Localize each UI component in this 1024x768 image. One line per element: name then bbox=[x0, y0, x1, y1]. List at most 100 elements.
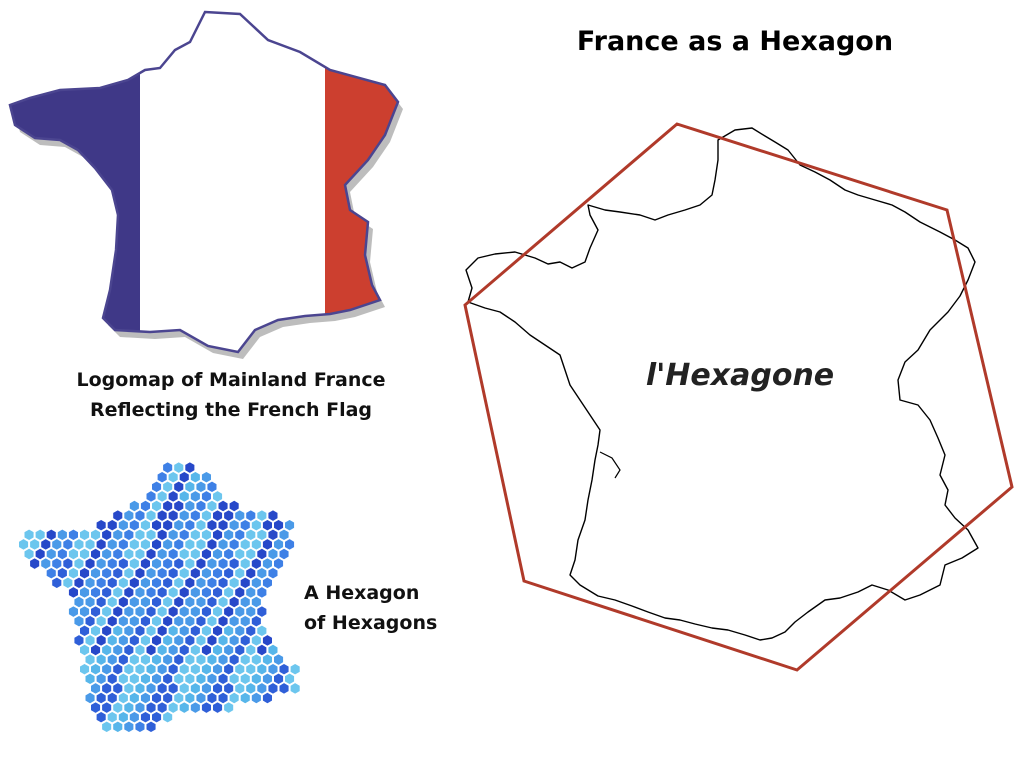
mosaic-hex-cell bbox=[162, 500, 173, 512]
mosaic-hex-cell bbox=[217, 653, 229, 666]
mosaic-hex-cell bbox=[123, 567, 134, 580]
mosaic-hex-cell bbox=[112, 720, 123, 733]
mosaic-hex-cell bbox=[84, 653, 96, 666]
mosaic-hex-cell bbox=[190, 605, 201, 618]
mosaic-hex-cell bbox=[273, 557, 284, 570]
mosaic-hex-cell bbox=[168, 624, 179, 637]
mosaic-hex-cell bbox=[201, 624, 212, 637]
mosaic-hex-cell bbox=[190, 624, 201, 637]
mosaic-hex-cell bbox=[151, 480, 162, 493]
mosaic-hex-cell bbox=[234, 644, 245, 656]
mosaic-hex-cell bbox=[84, 557, 96, 570]
mosaic-hex-cell bbox=[223, 528, 234, 541]
mosaic-hex-cell bbox=[140, 576, 151, 589]
mosaic-hex-cell bbox=[206, 615, 218, 628]
mosaic-hex-cell bbox=[118, 653, 129, 666]
mosaic-hex-cell bbox=[151, 653, 162, 666]
mosaic-hex-cell bbox=[151, 576, 162, 589]
mosaic-hex-cell bbox=[112, 663, 123, 676]
mosaic-hex-cell bbox=[107, 557, 118, 570]
mosaic-hex-cell bbox=[229, 538, 240, 551]
mosaic-hex-cell bbox=[145, 528, 157, 541]
mosaic-hex-cell bbox=[162, 480, 173, 493]
mosaic-hex-cell bbox=[134, 528, 146, 541]
mosaic-hex-cell bbox=[68, 528, 79, 541]
mosaic-hex-cell bbox=[217, 672, 229, 685]
mosaic-hex-cell bbox=[179, 682, 190, 695]
mosaic-hex-cell bbox=[212, 490, 223, 503]
mosaic-hex-cell bbox=[46, 528, 57, 541]
mosaic-hex-cell bbox=[289, 663, 301, 676]
mosaic-hex-cell bbox=[168, 701, 179, 714]
mosaic-hex-cell bbox=[190, 663, 201, 676]
mosaic-hex-cell bbox=[129, 538, 140, 551]
mosaic-hex-cell bbox=[101, 663, 112, 676]
arcachon-inlet bbox=[599, 451, 621, 479]
mosaic-hex-cell bbox=[201, 701, 212, 714]
mosaic-hex-cell bbox=[223, 548, 234, 560]
mosaic-hex-cell bbox=[201, 586, 212, 599]
hexagone-label: l'Hexagone bbox=[645, 358, 835, 393]
mosaic-hex-cell bbox=[251, 692, 262, 704]
mosaic-hex-cell bbox=[256, 567, 268, 580]
mosaic-hex-cell bbox=[134, 605, 146, 618]
mosaic-hex-cell bbox=[90, 624, 101, 637]
hex-caption-line1: A Hexagon bbox=[304, 582, 420, 604]
mosaic-hex-cell bbox=[140, 711, 151, 724]
hex-map-caption: A Hexagon of Hexagons bbox=[304, 578, 484, 638]
mosaic-hex-cell bbox=[129, 615, 140, 628]
mosaic-hex-cell bbox=[251, 672, 262, 685]
mosaic-hex-cell bbox=[157, 528, 168, 541]
mosaic-hex-cell bbox=[145, 701, 157, 714]
mosaic-hex-cell bbox=[107, 615, 118, 628]
mosaic-hex-cell bbox=[212, 586, 223, 599]
mosaic-hex-cell bbox=[195, 557, 207, 570]
mosaic-hex-cell bbox=[107, 692, 118, 704]
mosaic-hex-cell bbox=[112, 528, 123, 541]
mosaic-hex-cell bbox=[229, 557, 240, 570]
mosaic-hex-cell bbox=[23, 528, 35, 541]
mosaic-hex-cell bbox=[251, 519, 262, 532]
mosaic-hex-cell bbox=[206, 576, 218, 589]
mosaic-hex-cell bbox=[212, 663, 223, 676]
mosaic-hex-cell bbox=[112, 605, 123, 618]
mosaic-hex-cell bbox=[217, 692, 229, 704]
mosaic-hex-cell bbox=[118, 557, 129, 570]
mosaic-hex-cell bbox=[262, 692, 273, 704]
mosaic-hex-cell bbox=[79, 567, 90, 580]
mosaic-hex-cell bbox=[134, 682, 146, 695]
mosaic-hex-cell bbox=[84, 692, 96, 704]
mosaic-hex-cell bbox=[234, 682, 245, 695]
mosaic-hex-cell bbox=[118, 596, 129, 608]
mosaic-hex-cell bbox=[157, 490, 168, 503]
mosaic-hex-cell bbox=[151, 596, 162, 608]
mosaic-hex-cell bbox=[206, 634, 218, 647]
mosaic-hex-cell bbox=[262, 653, 273, 666]
mosaic-hex-cell bbox=[68, 567, 79, 580]
mosaic-hex-cell bbox=[240, 672, 251, 685]
mosaic-hex-cell bbox=[157, 644, 168, 656]
mosaic-hex-cell bbox=[96, 615, 107, 628]
mosaic-hex-cell bbox=[206, 538, 218, 551]
mosaic-hex-cell bbox=[151, 538, 162, 551]
mosaic-hex-cell bbox=[217, 500, 229, 512]
mosaic-hex-cell bbox=[90, 682, 101, 695]
mosaic-hex-cell bbox=[184, 596, 195, 608]
mosaic-hex-cell bbox=[179, 586, 190, 599]
mosaic-hex-cell bbox=[134, 567, 146, 580]
mosaic-hex-cell bbox=[168, 490, 179, 503]
mosaic-hex-cell bbox=[157, 586, 168, 599]
mosaic-hex-cell bbox=[262, 672, 273, 685]
mosaic-hex-cell bbox=[151, 672, 162, 685]
mosaic-hex-cell bbox=[134, 624, 146, 637]
mosaic-hex-cell bbox=[212, 567, 223, 580]
mosaic-hex-cell bbox=[173, 653, 184, 666]
mosaic-hex-cell bbox=[251, 576, 262, 589]
mosaic-hex-cell bbox=[157, 509, 168, 522]
mosaic-hex-cell bbox=[251, 634, 262, 647]
mosaic-hex-cell bbox=[201, 528, 212, 541]
mosaic-hex-cell bbox=[184, 500, 195, 512]
mosaic-hex-cell bbox=[195, 596, 207, 608]
mosaic-hex-cell bbox=[256, 548, 268, 560]
